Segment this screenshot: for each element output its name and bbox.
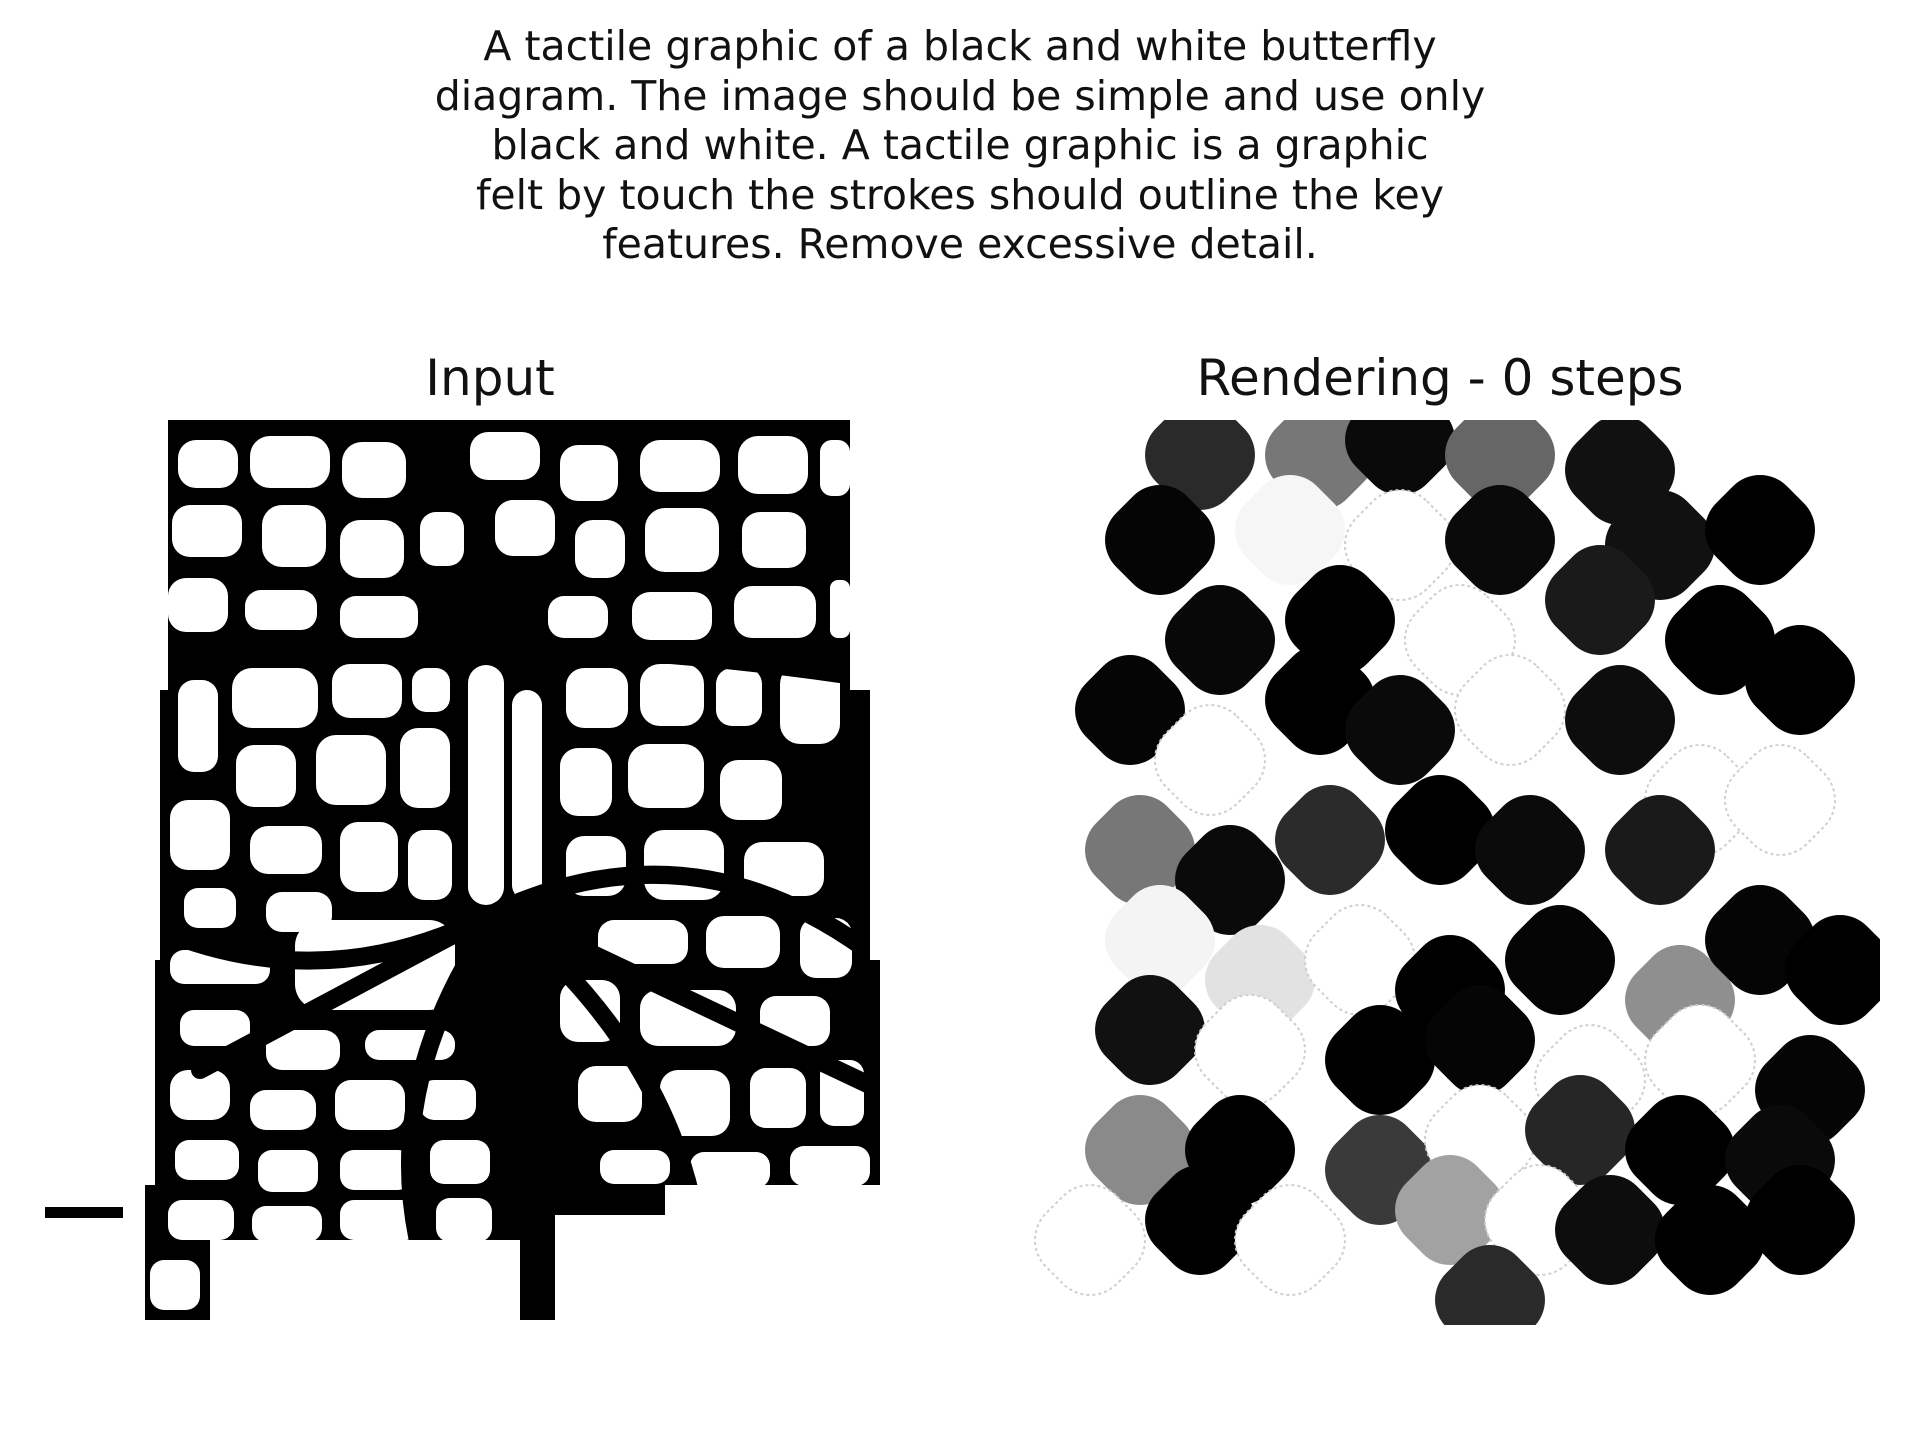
render-blob [1425, 985, 1535, 1095]
figure-caption: A tactile graphic of a black and white b… [434, 22, 1486, 268]
render-blob [1034, 1184, 1146, 1296]
render-blob [1075, 655, 1185, 765]
render-blob [1475, 795, 1585, 905]
render-blob [1095, 975, 1205, 1085]
render-blob [1345, 420, 1455, 495]
rendering-panel-title: Rendering - 0 steps [1196, 349, 1684, 407]
render-blob [1175, 825, 1285, 935]
render-blob [1555, 1175, 1665, 1285]
render-blob [1085, 795, 1195, 905]
render-blob [1705, 475, 1815, 585]
render-blob [1525, 1075, 1635, 1185]
render-blob [1785, 915, 1880, 1025]
render-blob [1445, 485, 1555, 595]
render-blob [1655, 1185, 1765, 1295]
render-blob [1085, 1095, 1195, 1205]
render-blob [1304, 904, 1416, 1016]
input-dash-mark [45, 1207, 123, 1218]
render-blob [1105, 885, 1215, 995]
render-blob [1565, 665, 1675, 775]
render-blob [1745, 625, 1855, 735]
render-blob [1325, 1005, 1435, 1115]
render-blob [1235, 475, 1345, 585]
render-blob [1275, 785, 1385, 895]
render-blob [1454, 654, 1566, 766]
render-blob [1165, 585, 1275, 695]
render-blob [1145, 1165, 1255, 1275]
render-blob [1625, 1095, 1735, 1205]
render-blob [1344, 489, 1456, 601]
render-blob [1505, 905, 1615, 1015]
render-blob [1545, 545, 1655, 655]
render-blob [1395, 1155, 1505, 1265]
input-panel-title: Input [425, 349, 555, 407]
render-blob [1194, 994, 1306, 1106]
render-blob [1445, 420, 1555, 510]
render-blob [1154, 704, 1266, 816]
render-blob [1105, 485, 1215, 595]
render-blob [1435, 1245, 1545, 1325]
render-blob [1605, 795, 1715, 905]
render-blob [1745, 1165, 1855, 1275]
render-blob [1145, 420, 1255, 510]
render-blob [1644, 1004, 1756, 1116]
render-blob [1385, 775, 1495, 885]
render-blob [1234, 1184, 1346, 1296]
render-blob [1345, 675, 1455, 785]
render-blob [1724, 744, 1836, 856]
